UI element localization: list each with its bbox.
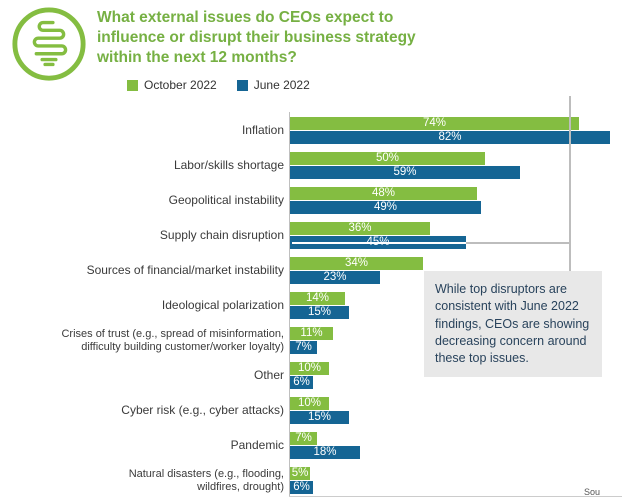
bar-june: 82% <box>290 131 610 144</box>
legend-label-june: June 2022 <box>253 78 310 92</box>
category-label: Labor/skills shortage <box>173 157 284 172</box>
legend-item-october: October 2022 <box>127 78 217 92</box>
bar-october: 11% <box>290 327 333 340</box>
category-label: Supply chain disruption <box>159 227 284 242</box>
bar-june: 6% <box>290 376 313 389</box>
connector-line-horizontal-gray <box>466 242 570 244</box>
legend-label-october: October 2022 <box>144 78 217 92</box>
legend-swatch-october <box>127 79 138 91</box>
bar-value-label: 14% <box>305 292 330 304</box>
bar-value-label: 6% <box>293 376 310 388</box>
bar-october: 34% <box>290 257 423 270</box>
bar-june: 7% <box>290 341 317 354</box>
bar-value-label: 10% <box>297 397 322 409</box>
category-label: Inflation <box>241 122 284 137</box>
bar-value-label: 34% <box>344 257 369 269</box>
bar-value-label: 11% <box>300 327 323 339</box>
bar-value-label: 49% <box>373 201 398 213</box>
bottom-cut-line <box>289 496 622 497</box>
bar-october: 7% <box>290 432 317 445</box>
category-label: Natural disasters (e.g., flooding, wildf… <box>128 467 284 493</box>
bar-june: 18% <box>290 446 360 459</box>
lightbulb-icon <box>10 5 88 83</box>
category-label: Cyber risk (e.g., cyber attacks) <box>121 402 284 417</box>
bar-october: 74% <box>290 117 579 130</box>
bar-value-label: 82% <box>438 131 462 143</box>
bar-value-label: 5% <box>291 467 309 479</box>
annotation-box: While top disruptors are consistent with… <box>424 271 602 378</box>
bar-june: 15% <box>290 411 349 424</box>
category-label: Pandemic <box>230 437 284 452</box>
footer-cutoff-text: Sou <box>584 487 601 497</box>
bar-value-label: 36% <box>348 222 372 234</box>
bar-value-label: 48% <box>371 187 396 199</box>
lightbulb-icon-svg <box>12 7 86 81</box>
bar-value-label: 7% <box>295 432 312 444</box>
category-label: Geopolitical instability <box>168 192 284 207</box>
bar-value-label: 7% <box>295 341 312 353</box>
bar-june: 15% <box>290 306 349 319</box>
bar-june: 59% <box>290 166 520 179</box>
bar-value-label: 15% <box>307 306 332 318</box>
y-axis-line <box>289 112 290 497</box>
bar-june: 6% <box>290 481 313 494</box>
bar-october: 10% <box>290 362 329 375</box>
bar-value-label: 10% <box>297 362 322 374</box>
bar-value-label: 6% <box>293 481 310 493</box>
bar-june: 49% <box>290 201 481 214</box>
bar-value-label: 18% <box>313 446 337 458</box>
category-label: Other <box>253 367 284 382</box>
bar-value-label: 15% <box>307 411 332 423</box>
bar-october: 5% <box>290 467 310 480</box>
connector-line-vertical <box>569 96 571 272</box>
category-label: Ideological polarization <box>161 297 284 312</box>
bar-june: 23% <box>290 271 380 284</box>
chart-legend: October 2022 June 2022 <box>127 78 310 92</box>
category-label: Crises of trust (e.g., spread of misinfo… <box>61 327 284 353</box>
bar-value-label: 59% <box>393 166 417 178</box>
chart-title: What external issues do CEOs expect to i… <box>97 9 416 66</box>
bar-october: 36% <box>290 222 430 235</box>
bar-october: 48% <box>290 187 477 200</box>
legend-item-june: June 2022 <box>236 78 310 92</box>
legend-swatch-june <box>236 79 248 91</box>
bar-october: 14% <box>290 292 345 305</box>
annotation-text: While top disruptors are consistent with… <box>435 282 590 365</box>
bar-october: 10% <box>290 397 329 410</box>
bar-october: 50% <box>290 152 485 165</box>
bar-value-label: 23% <box>323 271 347 283</box>
category-label: Sources of financial/market instability <box>86 262 284 277</box>
bar-value-label: 50% <box>375 152 400 164</box>
bar-value-label: 74% <box>422 117 447 129</box>
connector-line-horizontal-white <box>292 242 466 244</box>
